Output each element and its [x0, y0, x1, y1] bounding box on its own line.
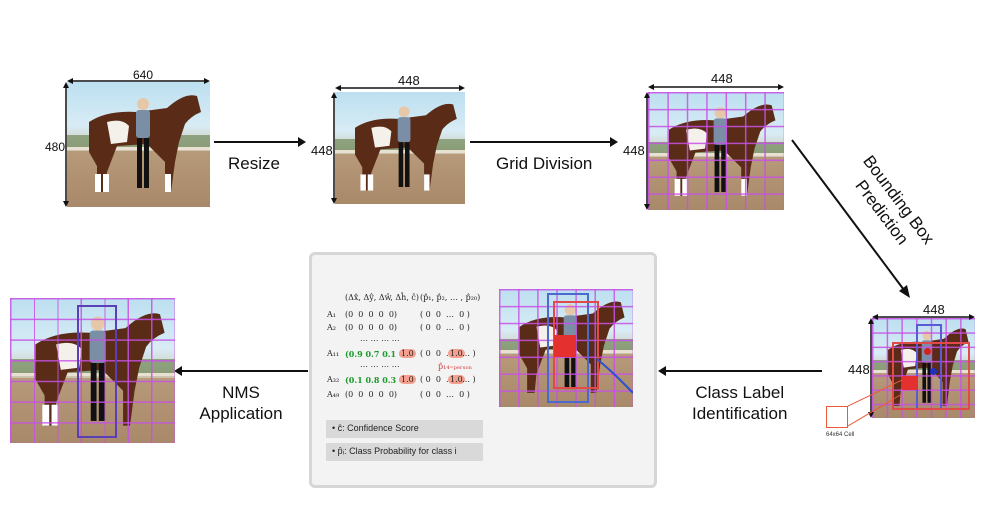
- bbox-blue: [547, 293, 589, 403]
- row-a2-vals: (0 0 0 0 0): [345, 323, 398, 332]
- blue-curve: [596, 358, 633, 394]
- class-line1: Class Label: [695, 383, 785, 402]
- center-dot: [924, 348, 931, 355]
- bbox-red: [892, 342, 970, 410]
- cell-size-label: 64x64 Cell: [826, 432, 855, 438]
- class-vector-panel: (Δx̂, Δŷ, Δŵ, Δĥ, ĉ) (p̂₁, p̂₂, … , p̂₂₀…: [309, 252, 657, 488]
- row-a11-label: A₁₁: [327, 349, 340, 358]
- row-a32-label: A₃₂: [327, 375, 340, 384]
- row-a11-probs-r: … ): [462, 349, 476, 358]
- grid-overlay: [648, 92, 784, 210]
- cell-zoom-box: [826, 406, 848, 428]
- bbox-height-arrow: [868, 318, 874, 418]
- row-a11-probs-hl: 1.0: [448, 349, 465, 358]
- flow-arrow-3: [791, 139, 910, 298]
- step-nms: NMS Application: [193, 382, 289, 425]
- flow-arrow-4: [658, 366, 822, 376]
- woman-figure: [136, 98, 150, 188]
- grid-width-label: 448: [711, 71, 733, 86]
- row-a1-label: A₁: [327, 310, 336, 319]
- row-a49-vals: (0 0 0 0 0): [345, 390, 398, 399]
- row-a49-probs: ( 0 0 … 0 ): [420, 390, 470, 399]
- resized-width-label: 448: [398, 73, 420, 88]
- grid-height-arrow: [644, 92, 650, 210]
- final-bbox: [77, 305, 117, 438]
- nms-image: [10, 298, 175, 443]
- original-image: [67, 82, 210, 207]
- class-line2: Identification: [692, 404, 788, 424]
- resized-width-arrow: [335, 85, 465, 91]
- row-a49-label: A₄₉: [327, 390, 340, 399]
- bbox-height-label: 448: [848, 362, 870, 377]
- row-a32-conf: 1.0: [399, 375, 416, 384]
- center-dot-blue: [930, 368, 937, 375]
- step-resize: Resize: [228, 154, 280, 173]
- nms-line1: NMS: [222, 383, 260, 402]
- orig-height-arrow: [63, 82, 69, 207]
- vector-header-right: (p̂₁, p̂₂, … , p̂₂₀): [420, 293, 481, 302]
- resized-height-label: 448: [311, 143, 333, 158]
- bbox-width-arrow: [872, 314, 975, 320]
- orig-height-label: 480: [45, 140, 66, 154]
- grid-image: [648, 92, 784, 210]
- legend-confidence-text: ĉ: Confidence Score: [337, 423, 419, 433]
- step-class-label: Class Label Identification: [692, 382, 787, 425]
- flow-arrow-1: [214, 137, 306, 147]
- row-a2-probs: ( 0 0 … 0 ): [420, 323, 470, 332]
- bbox-image: [872, 318, 975, 418]
- dots-2: ⋯ ⋯ ⋯ ⋯: [360, 362, 400, 371]
- legend-confidence: • ĉ: Confidence Score: [326, 420, 483, 438]
- legend-class-prob-text: p̂ᵢ: Class Probability for class i: [337, 446, 457, 456]
- row-a2-label: A₂: [327, 323, 336, 332]
- resized-height-arrow: [331, 92, 337, 204]
- row-a32-probs-r: … ): [462, 375, 476, 384]
- row-a11-conf: 1.0: [399, 349, 416, 358]
- bbox-width-label: 448: [923, 302, 945, 317]
- vector-header-left: (Δx̂, Δŷ, Δŵ, Δĥ, ĉ): [345, 293, 420, 302]
- row-a32-probs-hl: 1.0: [448, 375, 465, 384]
- woman-figure: [397, 106, 411, 187]
- nms-line2: Application: [199, 404, 283, 424]
- legend-class-prob: • p̂ᵢ: Class Probability for class i: [326, 443, 483, 461]
- cell-highlight: [554, 335, 576, 357]
- orig-width-label: 640: [133, 68, 154, 82]
- orig-width-arrow: [67, 78, 210, 84]
- cell-zoom-lines: [848, 379, 903, 427]
- row-a1-vals: (0 0 0 0 0): [345, 310, 398, 319]
- person-class-label: p̂₁₄₌ₚₑᵣₛₒₙ: [438, 362, 473, 371]
- dots-1: ⋯ ⋯ ⋯ ⋯: [360, 336, 400, 345]
- grid-height-label: 448: [623, 143, 645, 158]
- row-a1-probs: ( 0 0 … 0 ): [420, 310, 470, 319]
- flow-arrow-5: [174, 366, 308, 376]
- class-label-image: [499, 289, 633, 407]
- flow-arrow-2: [470, 137, 618, 147]
- grid-overlay: [10, 298, 175, 443]
- resized-image: [335, 92, 465, 204]
- step-grid-division: Grid Division: [496, 154, 593, 173]
- grid-width-arrow: [648, 84, 784, 90]
- cell-highlight: [902, 376, 918, 390]
